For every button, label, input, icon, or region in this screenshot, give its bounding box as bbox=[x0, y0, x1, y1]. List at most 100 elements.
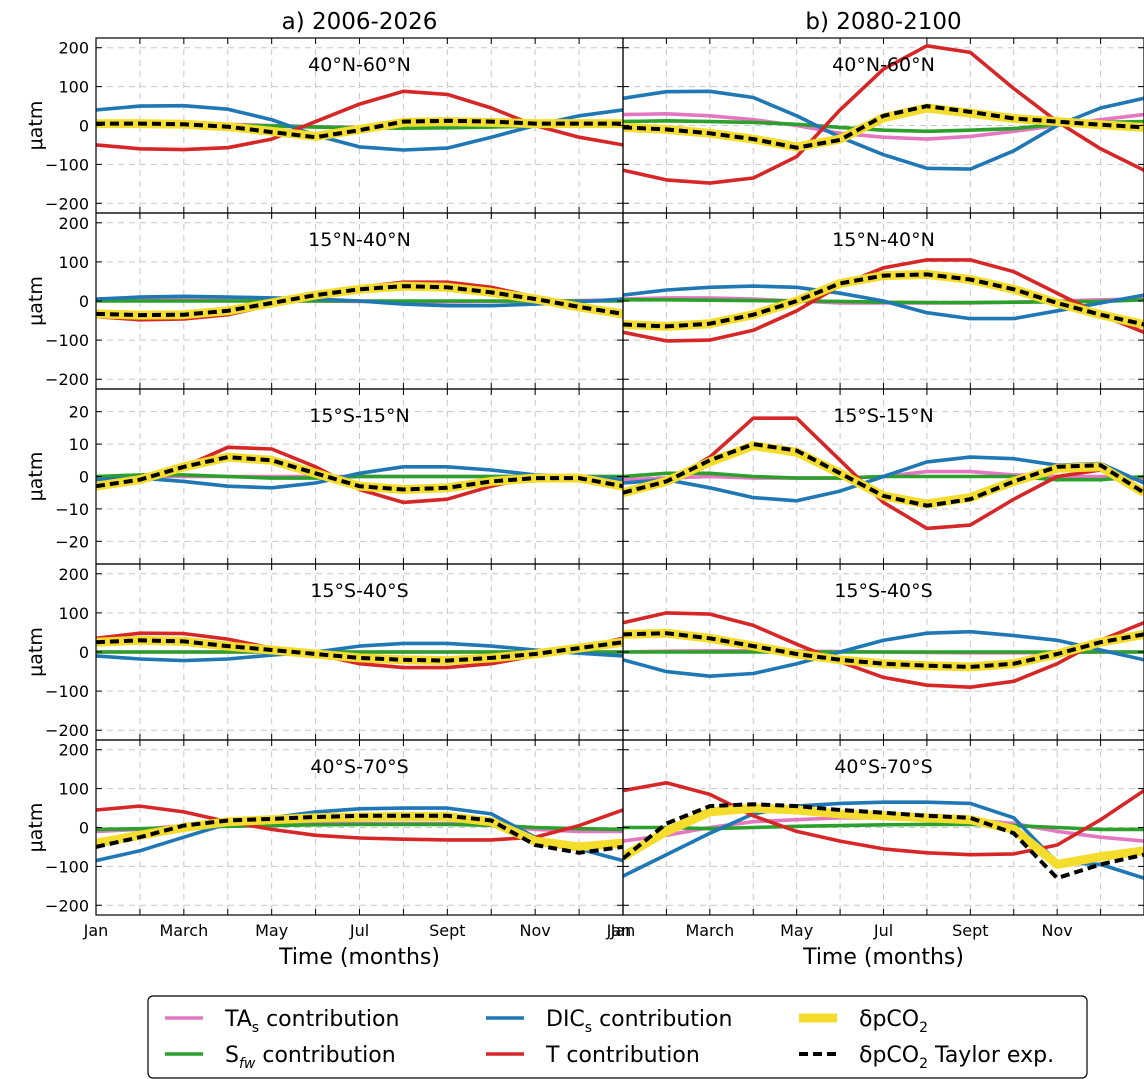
x-tick-label: March bbox=[159, 921, 208, 940]
grid bbox=[96, 38, 623, 213]
series-sfw-line bbox=[623, 822, 1144, 832]
series-group bbox=[623, 780, 1144, 881]
x-axis-label: Time (months) bbox=[278, 945, 440, 970]
x-tick-label: Sept bbox=[952, 921, 988, 940]
legend-label-main: δpCO bbox=[859, 1007, 919, 1032]
y-tick-label: 0 bbox=[79, 468, 89, 487]
region-label: 15°S-15°N bbox=[309, 405, 409, 427]
legend-label-main: S bbox=[225, 1043, 239, 1068]
series-taylor-line bbox=[623, 442, 1144, 508]
panel-b-row-1: 40°N-60°N bbox=[622, 37, 1144, 214]
series-dic-line bbox=[96, 294, 623, 308]
series-taylor-line bbox=[96, 638, 623, 663]
y-axis-label: μatm bbox=[25, 101, 47, 151]
y-tick-label: −100 bbox=[45, 331, 89, 350]
legend-label-main: DIC bbox=[546, 1007, 585, 1032]
series-group bbox=[96, 631, 623, 670]
legend-label-taylor: δpCO2 Taylor exp. bbox=[859, 1043, 1054, 1072]
series-taylor-line bbox=[96, 284, 623, 318]
x-tick-label: March bbox=[685, 921, 734, 940]
region-label: 15°S-40°S bbox=[310, 580, 408, 602]
y-tick-label: 0 bbox=[79, 117, 89, 136]
legend-label-rest: Taylor exp. bbox=[928, 1043, 1054, 1068]
region-label: 15°S-15°N bbox=[833, 405, 933, 427]
series-taylor-line bbox=[623, 272, 1144, 329]
legend-item-taylor: δpCO2 Taylor exp. bbox=[799, 1043, 1054, 1072]
x-tick-label: Jul bbox=[873, 921, 893, 940]
y-tick-label: 0 bbox=[79, 819, 89, 838]
panel-a-row-3: 15°S-15°N bbox=[95, 388, 624, 565]
x-tick-label: Nov bbox=[1042, 921, 1073, 940]
series-dic-line bbox=[623, 284, 1144, 321]
series-group bbox=[623, 43, 1144, 185]
y-tick-label: 200 bbox=[58, 741, 89, 760]
series-taylor-line bbox=[623, 802, 1144, 881]
series-taylor-line bbox=[96, 813, 623, 855]
x-tick-label: May bbox=[255, 921, 288, 940]
legend-item-ta: TAs contribution bbox=[165, 1007, 399, 1036]
y-tick-label: −200 bbox=[45, 721, 89, 740]
y-tick-label: −100 bbox=[45, 682, 89, 701]
column-title-b: b) 2080-2100 bbox=[805, 9, 961, 35]
grid bbox=[96, 389, 623, 564]
x-tick-label: May bbox=[780, 921, 813, 940]
panel-b-row-3: 15°S-15°N bbox=[622, 388, 1144, 565]
series-group bbox=[96, 280, 623, 322]
series-t-line bbox=[623, 258, 1144, 343]
legend-label-rest: contribution bbox=[592, 1007, 732, 1032]
region-label: 40°N-60°N bbox=[308, 54, 411, 76]
y-tick-label: −200 bbox=[45, 370, 89, 389]
y-axis-label: μatm bbox=[25, 627, 47, 677]
series-taylor-line bbox=[96, 455, 623, 492]
y-tick-label: −200 bbox=[45, 194, 89, 213]
legend-item-t: T contribution bbox=[486, 1043, 700, 1068]
panel-grid: a) 2006-2026 b) 2080-2100μatm−200−1000100… bbox=[25, 9, 1144, 970]
x-axis-label: Time (months) bbox=[802, 945, 964, 970]
x-tick-label: Nov bbox=[520, 921, 551, 940]
panel-b-row-5: 40°S-70°S Jan March May Jul Sept Nov Time (mont… bbox=[610, 739, 1144, 970]
series-dic-line bbox=[623, 629, 1144, 679]
series-group bbox=[623, 258, 1144, 343]
legend-label-sub: 2 bbox=[919, 1056, 928, 1072]
legend-label-dic: DICs contribution bbox=[546, 1007, 732, 1036]
region-label: 40°S-70°S bbox=[310, 756, 408, 778]
y-axis-label: μatm bbox=[25, 452, 47, 502]
y-tick-label: 100 bbox=[58, 604, 89, 623]
x-tick-label: Jan bbox=[610, 921, 636, 940]
y-axis-label: μatm bbox=[25, 276, 47, 326]
panel-b-row-4: 15°S-40°S bbox=[622, 563, 1144, 741]
y-tick-label: 0 bbox=[79, 292, 89, 311]
y-tick-label: 10 bbox=[69, 435, 89, 454]
legend-label-dpco2: δpCO2 bbox=[859, 1007, 928, 1036]
y-tick-label: 100 bbox=[58, 253, 89, 272]
legend-label-sub: fw bbox=[239, 1056, 256, 1072]
series-group bbox=[96, 89, 623, 152]
region-label: 15°N-40°N bbox=[308, 229, 411, 251]
legend-box bbox=[147, 995, 1088, 1079]
legend-label-t: T contribution bbox=[545, 1043, 700, 1068]
panel-a-row-5: 40°S-70°S Jan March May Jul Sept Nov Jan Time (m… bbox=[83, 739, 631, 970]
y-tick-label: 100 bbox=[58, 78, 89, 97]
column-title-a: a) 2006-2026 bbox=[282, 9, 438, 35]
legend-label-sfw: Sfw contribution bbox=[225, 1043, 396, 1072]
y-tick-label: −100 bbox=[45, 857, 89, 876]
series-t-line bbox=[623, 611, 1144, 690]
region-label: 15°S-40°S bbox=[834, 580, 932, 602]
y-tick-label: 0 bbox=[79, 643, 89, 662]
series-taylor-line bbox=[96, 118, 623, 140]
legend-label-main: δpCO bbox=[859, 1043, 919, 1068]
y-tick-label: 200 bbox=[58, 565, 89, 584]
legend-item-dic: DICs contribution bbox=[486, 1007, 732, 1036]
region-label: 15°N-40°N bbox=[832, 229, 935, 251]
series-taylor-line bbox=[623, 631, 1144, 669]
y-tick-label: −200 bbox=[45, 896, 89, 915]
legend-label-rest: contribution bbox=[259, 1007, 399, 1032]
legend-label-sub: 2 bbox=[919, 1020, 928, 1036]
y-tick-label: 200 bbox=[58, 39, 89, 58]
legend-label-sub: s bbox=[252, 1020, 259, 1036]
region-label: 40°S-70°S bbox=[834, 756, 932, 778]
panel-b-row-2: 15°N-40°N bbox=[622, 212, 1144, 390]
legend-label-main: T contribution bbox=[545, 1043, 700, 1068]
y-tick-label: 200 bbox=[58, 214, 89, 233]
